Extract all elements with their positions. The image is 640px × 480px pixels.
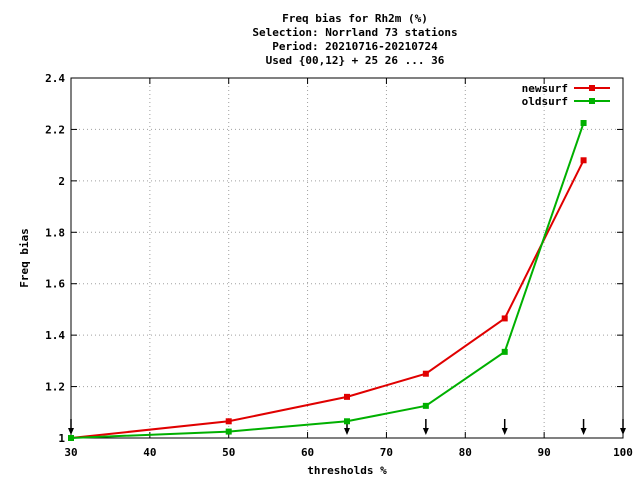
- data-point-newsurf: [580, 157, 587, 164]
- y-tick-label: 1.2: [45, 381, 65, 394]
- series: [68, 120, 587, 441]
- legend-label-oldsurf: oldsurf: [522, 95, 568, 108]
- threshold-markers: [68, 419, 626, 435]
- x-axis-label: thresholds %: [307, 464, 387, 477]
- y-tick-label: 1.6: [45, 278, 65, 291]
- x-tick-label: 90: [538, 446, 551, 459]
- title-line: Used {00,12} + 25 26 ... 36: [266, 54, 445, 67]
- x-tick-label: 60: [301, 446, 314, 459]
- legend-marker-oldsurf: [589, 98, 595, 104]
- x-tick-label: 40: [143, 446, 156, 459]
- threshold-arrow-head: [422, 428, 429, 435]
- grid: [71, 78, 623, 438]
- y-tick-label: 2.4: [45, 72, 65, 85]
- data-point-newsurf: [344, 393, 350, 400]
- y-tick-label: 1: [58, 432, 65, 445]
- threshold-arrow-head: [68, 428, 74, 435]
- legend-label-newsurf: newsurf: [522, 82, 568, 95]
- threshold-arrow-head: [620, 428, 626, 435]
- threshold-arrow-head: [501, 428, 508, 435]
- data-point-newsurf: [422, 370, 429, 377]
- data-point-oldsurf: [501, 348, 508, 355]
- title-line: Period: 20210716-20210724: [272, 40, 438, 53]
- x-tick-label: 30: [64, 446, 77, 459]
- data-point-newsurf: [501, 315, 508, 322]
- data-point-oldsurf: [225, 428, 232, 435]
- y-tick-label: 1.4: [45, 329, 65, 342]
- x-tick-label: 70: [380, 446, 393, 459]
- legend-marker-newsurf: [589, 85, 595, 91]
- data-point-oldsurf: [422, 402, 429, 409]
- x-tick-label: 100: [613, 446, 633, 459]
- y-tick-label: 2.2: [45, 123, 65, 136]
- title-line: Selection: Norrland 73 stations: [252, 26, 457, 39]
- series-line-oldsurf: [70, 122, 585, 439]
- y-tick-label: 1.8: [45, 226, 65, 239]
- threshold-arrow-head: [580, 428, 587, 435]
- y-axis-ticks: 1 1.2 1.4 1.6 1.8 2 2.2 2.4: [45, 72, 623, 445]
- threshold-arrow-head: [344, 428, 350, 435]
- chart-title: Freq bias for Rh2m (%)Selection: Norrlan…: [252, 12, 457, 67]
- x-tick-label: 50: [222, 446, 235, 459]
- y-axis-label: Freq bias: [18, 228, 31, 288]
- data-point-oldsurf: [68, 435, 74, 441]
- y-tick-label: 2: [58, 175, 65, 188]
- title-line: Freq bias for Rh2m (%): [282, 12, 428, 25]
- data-point-oldsurf: [580, 120, 587, 126]
- x-tick-label: 80: [459, 446, 472, 459]
- series-line-newsurf: [70, 159, 585, 439]
- data-point-oldsurf: [344, 418, 350, 425]
- x-axis-ticks: 30 40 50 60 70 80 90 100: [64, 78, 633, 459]
- plot-frame: [70, 77, 624, 439]
- data-point-newsurf: [225, 418, 232, 425]
